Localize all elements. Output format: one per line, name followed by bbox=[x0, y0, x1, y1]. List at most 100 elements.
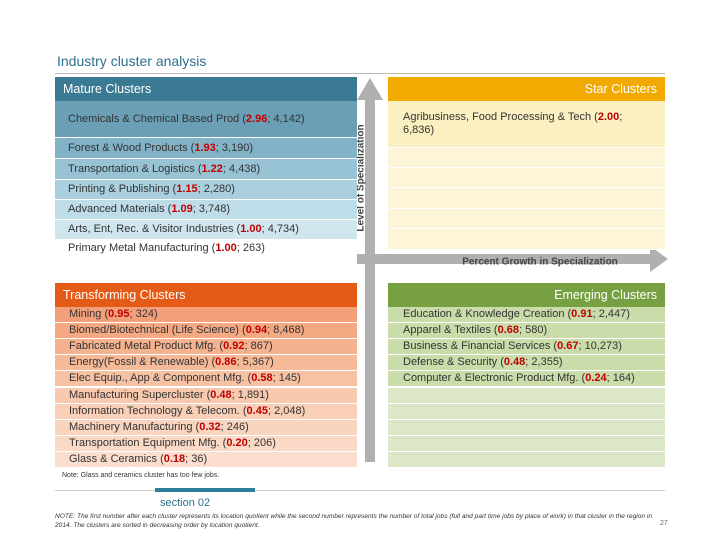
transforming-row: Information Technology & Telecom. (0.45;… bbox=[55, 403, 357, 420]
cluster-item: Agribusiness, Food Processing & Tech (2.… bbox=[403, 111, 645, 137]
cluster-item: Computer & Electronic Product Mfg. (0.24… bbox=[403, 372, 635, 385]
cluster-name: Elec Equip., App & Component Mfg. ( bbox=[69, 372, 252, 385]
cluster-name: Glass & Ceramics ( bbox=[69, 452, 164, 465]
emerging-row bbox=[388, 451, 665, 468]
transforming-row: Fabricated Metal Product Mfg. (0.92; 867… bbox=[55, 339, 357, 356]
page-number: 27 bbox=[660, 520, 668, 527]
location-quotient: 0.48 bbox=[503, 356, 526, 369]
location-quotient: 0.48 bbox=[210, 388, 232, 401]
note: Note: Glass and ceramics cluster has too… bbox=[62, 472, 220, 479]
job-count: ; 324) bbox=[129, 308, 158, 321]
job-count: ; 2,355) bbox=[525, 356, 563, 369]
location-quotient: 0.20 bbox=[226, 436, 248, 449]
location-quotient: 0.32 bbox=[199, 420, 221, 433]
cluster-item: Glass & Ceramics (0.18; 36) bbox=[69, 453, 207, 466]
transforming-row: Mining (0.95; 324) bbox=[55, 307, 357, 324]
cluster-name: Computer & Electronic Product Mfg. ( bbox=[403, 372, 586, 385]
mature-row: Chemicals & Chemical Based Prod (2.96; 4… bbox=[55, 101, 357, 138]
job-count: ; 10,273) bbox=[578, 340, 622, 353]
cluster-item: Education & Knowledge Creation (0.91; 2,… bbox=[403, 308, 630, 321]
emerging-row bbox=[388, 435, 665, 452]
cluster-name: Machinery Manufacturing ( bbox=[69, 420, 200, 433]
emerging-row bbox=[388, 419, 665, 436]
emerging-row bbox=[388, 403, 665, 420]
cluster-item: Apparel & Textiles (0.68; 580) bbox=[403, 324, 547, 337]
cluster-name: Advanced Materials ( bbox=[68, 203, 172, 215]
cluster-name: Biomed/Biotechnical (Life Science) ( bbox=[69, 324, 246, 337]
job-count: ; 4,438) bbox=[222, 162, 261, 175]
mature-row: Advanced Materials (1.09; 3,748) bbox=[55, 200, 357, 220]
cluster-item: Machinery Manufacturing (0.32; 246) bbox=[69, 421, 249, 434]
location-quotient: 2.00 bbox=[597, 111, 620, 123]
emerging-row bbox=[388, 387, 665, 404]
location-quotient: 0.18 bbox=[163, 452, 186, 465]
cluster-name: Transportation Equipment Mfg. ( bbox=[69, 436, 227, 449]
section-bar bbox=[155, 488, 255, 492]
cluster-item: Chemicals & Chemical Based Prod (2.96; 4… bbox=[68, 113, 305, 126]
cluster-item: Transportation Equipment Mfg. (0.20; 206… bbox=[69, 437, 276, 450]
cluster-name: Primary Metal Manufacturing ( bbox=[68, 242, 216, 254]
job-count: ; 3,190) bbox=[215, 141, 254, 154]
mature-row: Arts, Ent, Rec. & Visitor Industries (1.… bbox=[55, 220, 357, 240]
location-quotient: 1.00 bbox=[240, 223, 262, 235]
job-count: ; 1,891) bbox=[231, 388, 269, 401]
job-count: ; 2,447) bbox=[592, 308, 630, 321]
emerging-row: Apparel & Textiles (0.68; 580) bbox=[388, 323, 665, 340]
job-count: ; 867) bbox=[244, 340, 273, 353]
cluster-item: Fabricated Metal Product Mfg. (0.92; 867… bbox=[69, 340, 273, 353]
cluster-name: Manufacturing Supercluster ( bbox=[69, 388, 211, 401]
location-quotient: 0.45 bbox=[246, 404, 268, 417]
job-count: ; 263) bbox=[236, 242, 265, 254]
location-quotient: 1.22 bbox=[201, 162, 223, 175]
footer-note: NOTE: The first number after each cluste… bbox=[55, 513, 653, 529]
location-quotient: 0.91 bbox=[571, 308, 593, 321]
cluster-name: Transportation & Logistics ( bbox=[68, 162, 202, 175]
page-title: Industry cluster analysis bbox=[57, 53, 207, 69]
transforming-row: Machinery Manufacturing (0.32; 246) bbox=[55, 419, 357, 436]
job-count: ; 206) bbox=[247, 436, 276, 449]
transforming-row: Manufacturing Supercluster (0.48; 1,891) bbox=[55, 387, 357, 404]
location-quotient: 0.58 bbox=[251, 372, 273, 385]
location-quotient: 1.00 bbox=[215, 242, 237, 254]
star-header: Star Clusters bbox=[388, 77, 665, 101]
job-count: ; 3,748) bbox=[192, 203, 231, 215]
cluster-item: Transportation & Logistics (1.22; 4,438) bbox=[68, 163, 260, 176]
job-count: ; 580) bbox=[519, 324, 548, 337]
job-count: ; 2,048) bbox=[267, 404, 306, 417]
mature-row: Forest & Wood Products (1.93; 3,190) bbox=[55, 138, 357, 159]
job-count: ; 164) bbox=[606, 372, 635, 385]
job-count: ; 145) bbox=[272, 372, 301, 385]
cluster-item: Biomed/Biotechnical (Life Science) (0.94… bbox=[69, 324, 304, 337]
footer-rule bbox=[55, 490, 665, 491]
cluster-name: Forest & Wood Products ( bbox=[68, 141, 195, 154]
star-row bbox=[388, 188, 665, 209]
star-row bbox=[388, 229, 665, 250]
job-count: ; 36) bbox=[185, 452, 208, 465]
x-axis-label: Percent Growth in Specialization bbox=[462, 257, 618, 268]
emerging-header: Emerging Clusters bbox=[388, 283, 665, 307]
cluster-name: Chemicals & Chemical Based Prod ( bbox=[68, 112, 246, 125]
cluster-name: Printing & Publishing ( bbox=[68, 183, 177, 195]
location-quotient: 0.95 bbox=[108, 308, 130, 321]
section-label: section 02 bbox=[160, 497, 211, 509]
mature-row: Printing & Publishing (1.15; 2,280) bbox=[55, 180, 357, 200]
emerging-row: Computer & Electronic Product Mfg. (0.24… bbox=[388, 371, 665, 388]
cluster-item: Printing & Publishing (1.15; 2,280) bbox=[68, 183, 235, 196]
cluster-name: Arts, Ent, Rec. & Visitor Industries ( bbox=[68, 223, 241, 235]
job-count: ; 246) bbox=[220, 420, 249, 433]
location-quotient: 0.24 bbox=[585, 372, 607, 385]
location-quotient: 1.09 bbox=[171, 203, 193, 215]
emerging-row: Business & Financial Services (0.67; 10,… bbox=[388, 339, 665, 356]
cluster-item: Arts, Ent, Rec. & Visitor Industries (1.… bbox=[68, 223, 299, 236]
mature-row: Transportation & Logistics (1.22; 4,438) bbox=[55, 159, 357, 180]
cluster-name: Mining ( bbox=[69, 308, 109, 321]
cluster-item: Forest & Wood Products (1.93; 3,190) bbox=[68, 142, 253, 155]
cluster-item: Advanced Materials (1.09; 3,748) bbox=[68, 203, 230, 216]
location-quotient: 0.92 bbox=[223, 340, 245, 353]
mature-header: Mature Clusters bbox=[55, 77, 357, 101]
transforming-row: Transportation Equipment Mfg. (0.20; 206… bbox=[55, 435, 357, 452]
emerging-row: Defense & Security (0.48; 2,355) bbox=[388, 355, 665, 372]
job-count: ; 2,280) bbox=[197, 183, 235, 195]
cluster-name: Defense & Security ( bbox=[403, 356, 504, 369]
cluster-name: Agribusiness, Food Processing & Tech ( bbox=[403, 111, 598, 123]
